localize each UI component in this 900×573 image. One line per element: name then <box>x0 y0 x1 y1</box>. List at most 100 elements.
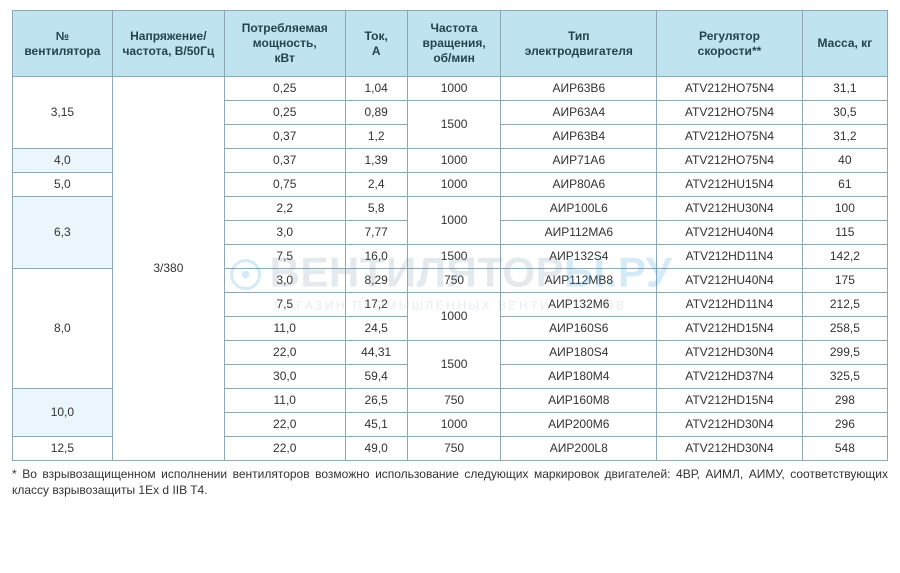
table-header-row: №вентилятораНапряжение/частота, В/50ГцПо… <box>13 11 888 77</box>
regulator-cell: ATV212HD11N4 <box>657 245 802 269</box>
fan-number-cell: 4,0 <box>13 149 113 173</box>
fan-number-cell: 12,5 <box>13 437 113 461</box>
current-cell: 1,2 <box>345 125 407 149</box>
motor-cell: АИР112МА6 <box>501 221 657 245</box>
power-cell: 3,0 <box>224 221 345 245</box>
mass-cell: 175 <box>802 269 887 293</box>
rotation-cell: 1000 <box>407 149 501 173</box>
regulator-cell: ATV212HU40N4 <box>657 221 802 245</box>
motor-cell: АИР160М8 <box>501 389 657 413</box>
power-cell: 0,37 <box>224 149 345 173</box>
regulator-cell: ATV212HO75N4 <box>657 101 802 125</box>
power-cell: 0,25 <box>224 101 345 125</box>
regulator-cell: ATV212HD15N4 <box>657 317 802 341</box>
rotation-cell: 750 <box>407 389 501 413</box>
mass-cell: 299,5 <box>802 341 887 365</box>
power-cell: 7,5 <box>224 293 345 317</box>
fan-number-cell: 6,3 <box>13 197 113 269</box>
column-header: Масса, кг <box>802 11 887 77</box>
motor-cell: АИР63В4 <box>501 125 657 149</box>
footnote: * Во взрывозащищенном исполнении вентиля… <box>12 467 888 498</box>
rotation-cell: 1500 <box>407 341 501 389</box>
current-cell: 0,89 <box>345 101 407 125</box>
current-cell: 1,39 <box>345 149 407 173</box>
current-cell: 7,77 <box>345 221 407 245</box>
power-cell: 11,0 <box>224 389 345 413</box>
regulator-cell: ATV212HD11N4 <box>657 293 802 317</box>
current-cell: 24,5 <box>345 317 407 341</box>
power-cell: 22,0 <box>224 437 345 461</box>
fan-number-cell: 3,15 <box>13 77 113 149</box>
motor-cell: АИР132М6 <box>501 293 657 317</box>
motor-cell: АИР112МВ8 <box>501 269 657 293</box>
rotation-cell: 1000 <box>407 293 501 341</box>
current-cell: 5,8 <box>345 197 407 221</box>
mass-cell: 548 <box>802 437 887 461</box>
power-cell: 30,0 <box>224 365 345 389</box>
rotation-cell: 1000 <box>407 197 501 245</box>
current-cell: 45,1 <box>345 413 407 437</box>
regulator-cell: ATV212HU40N4 <box>657 269 802 293</box>
current-cell: 26,5 <box>345 389 407 413</box>
power-cell: 3,0 <box>224 269 345 293</box>
mass-cell: 212,5 <box>802 293 887 317</box>
fan-number-cell: 10,0 <box>13 389 113 437</box>
rotation-cell: 1000 <box>407 77 501 101</box>
motor-cell: АИР180S4 <box>501 341 657 365</box>
motor-cell: АИР160S6 <box>501 317 657 341</box>
column-header: Потребляемаямощность,кВт <box>224 11 345 77</box>
table-body: 3,153/3800,251,041000АИР63В6ATV212HO75N4… <box>13 77 888 461</box>
current-cell: 1,04 <box>345 77 407 101</box>
table-row: 3,153/3800,251,041000АИР63В6ATV212HO75N4… <box>13 77 888 101</box>
mass-cell: 31,2 <box>802 125 887 149</box>
power-cell: 0,75 <box>224 173 345 197</box>
rotation-cell: 1000 <box>407 413 501 437</box>
fan-table: №вентилятораНапряжение/частота, В/50ГцПо… <box>12 10 888 461</box>
regulator-cell: ATV212HD30N4 <box>657 413 802 437</box>
current-cell: 8,29 <box>345 269 407 293</box>
mass-cell: 258,5 <box>802 317 887 341</box>
mass-cell: 40 <box>802 149 887 173</box>
mass-cell: 325,5 <box>802 365 887 389</box>
column-header: Частотавращения,об/мин <box>407 11 501 77</box>
mass-cell: 298 <box>802 389 887 413</box>
mass-cell: 100 <box>802 197 887 221</box>
regulator-cell: ATV212HO75N4 <box>657 125 802 149</box>
power-cell: 2,2 <box>224 197 345 221</box>
motor-cell: АИР80А6 <box>501 173 657 197</box>
rotation-cell: 750 <box>407 269 501 293</box>
fan-number-cell: 5,0 <box>13 173 113 197</box>
mass-cell: 31,1 <box>802 77 887 101</box>
regulator-cell: ATV212HO75N4 <box>657 77 802 101</box>
column-header: №вентилятора <box>13 11 113 77</box>
current-cell: 16,0 <box>345 245 407 269</box>
regulator-cell: ATV212HD37N4 <box>657 365 802 389</box>
motor-cell: АИР180М4 <box>501 365 657 389</box>
rotation-cell: 1000 <box>407 173 501 197</box>
power-cell: 22,0 <box>224 413 345 437</box>
mass-cell: 30,5 <box>802 101 887 125</box>
current-cell: 49,0 <box>345 437 407 461</box>
motor-cell: АИР63А4 <box>501 101 657 125</box>
column-header: Типэлектродвигателя <box>501 11 657 77</box>
regulator-cell: ATV212HO75N4 <box>657 149 802 173</box>
rotation-cell: 1500 <box>407 101 501 149</box>
power-cell: 7,5 <box>224 245 345 269</box>
motor-cell: АИР71А6 <box>501 149 657 173</box>
current-cell: 59,4 <box>345 365 407 389</box>
mass-cell: 115 <box>802 221 887 245</box>
rotation-cell: 750 <box>407 437 501 461</box>
mass-cell: 142,2 <box>802 245 887 269</box>
motor-cell: АИР63В6 <box>501 77 657 101</box>
mass-cell: 61 <box>802 173 887 197</box>
current-cell: 2,4 <box>345 173 407 197</box>
column-header: Напряжение/частота, В/50Гц <box>112 11 224 77</box>
motor-cell: АИР200L8 <box>501 437 657 461</box>
fan-number-cell: 8,0 <box>13 269 113 389</box>
regulator-cell: ATV212HD15N4 <box>657 389 802 413</box>
voltage-cell: 3/380 <box>112 77 224 461</box>
regulator-cell: ATV212HD30N4 <box>657 341 802 365</box>
power-cell: 11,0 <box>224 317 345 341</box>
regulator-cell: ATV212HU15N4 <box>657 173 802 197</box>
motor-cell: АИР132S4 <box>501 245 657 269</box>
